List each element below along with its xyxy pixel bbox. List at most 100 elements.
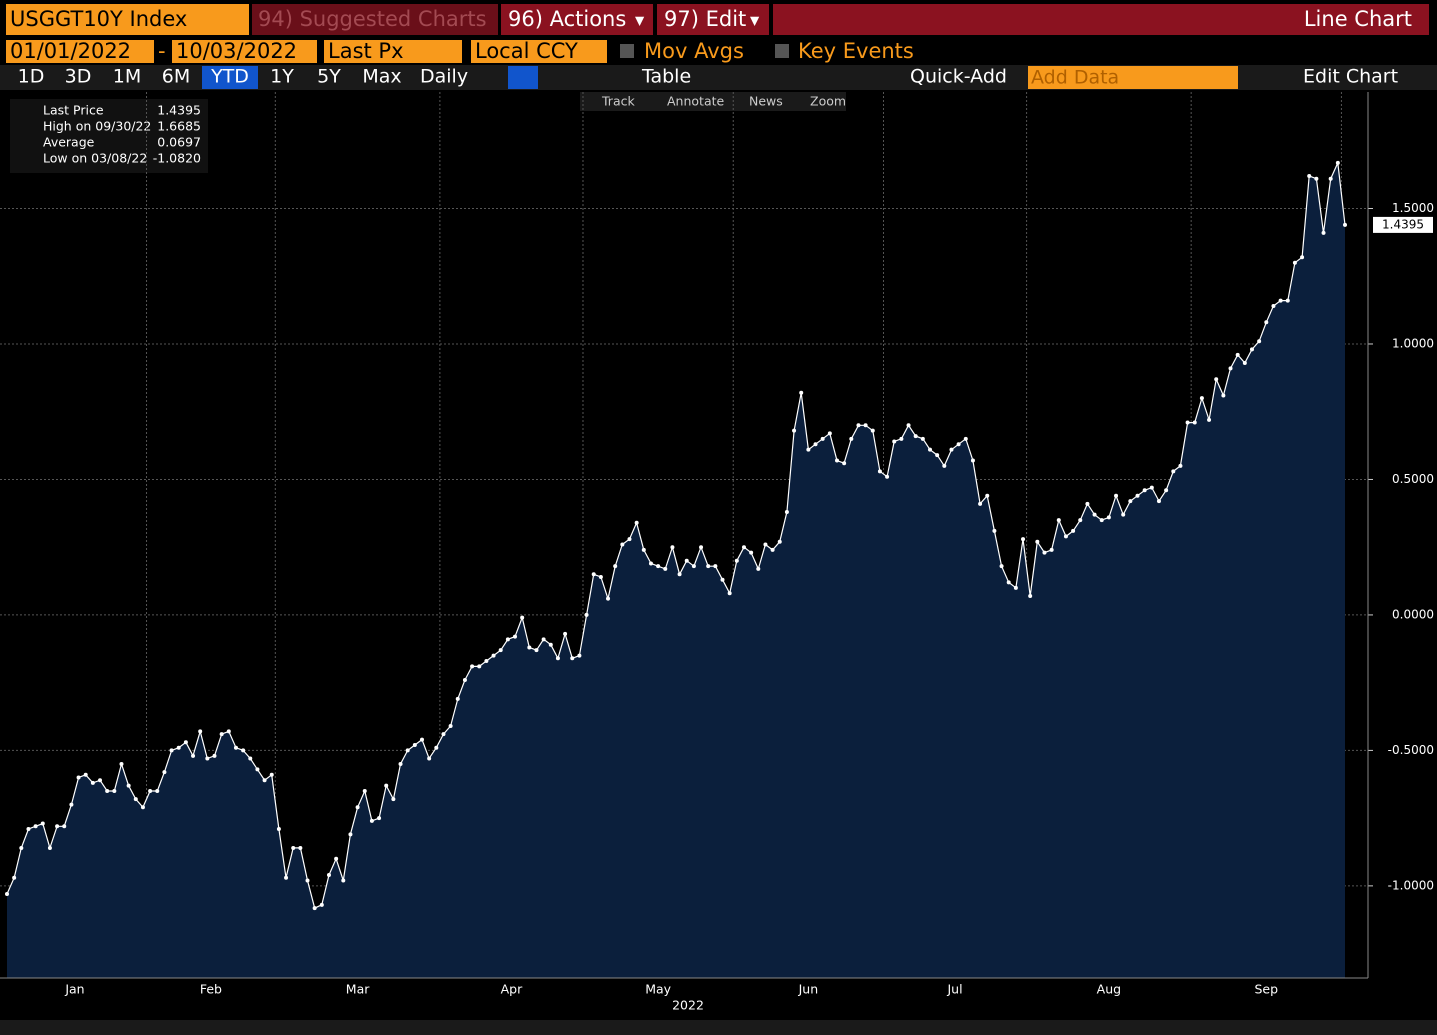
marker bbox=[606, 596, 611, 601]
marker bbox=[1192, 420, 1197, 425]
checkbox[interactable] bbox=[775, 44, 789, 58]
marker bbox=[1013, 585, 1018, 590]
marker bbox=[1135, 493, 1140, 498]
marker bbox=[577, 653, 582, 658]
marker bbox=[892, 439, 897, 444]
actions-button[interactable] bbox=[501, 4, 653, 35]
marker bbox=[19, 845, 24, 850]
marker bbox=[834, 458, 839, 463]
date-to[interactable] bbox=[172, 40, 317, 63]
marker bbox=[62, 824, 67, 829]
marker bbox=[1343, 222, 1347, 227]
marker bbox=[148, 789, 153, 794]
marker bbox=[319, 902, 324, 907]
marker bbox=[949, 447, 954, 452]
add-data-box[interactable] bbox=[1028, 66, 1238, 89]
range-button[interactable]: 1M bbox=[113, 66, 141, 88]
marker bbox=[1214, 377, 1219, 382]
edit-chart[interactable]: Edit Chart bbox=[1303, 66, 1398, 88]
marker bbox=[799, 390, 804, 395]
last-price-tag bbox=[1373, 216, 1433, 233]
marker bbox=[477, 664, 482, 669]
marker bbox=[627, 537, 632, 542]
marker bbox=[191, 753, 196, 758]
line-icon[interactable] bbox=[508, 66, 538, 89]
range-button[interactable]: 1Y bbox=[270, 66, 294, 88]
x-tick-label: Jan bbox=[64, 982, 84, 997]
table[interactable]: Table bbox=[641, 66, 691, 88]
tool[interactable]: Annotate bbox=[667, 94, 725, 109]
marker bbox=[12, 875, 17, 880]
suggested-button[interactable] bbox=[252, 4, 498, 35]
marker bbox=[233, 745, 238, 750]
marker bbox=[555, 656, 560, 661]
marker bbox=[1021, 537, 1026, 542]
marker bbox=[534, 648, 539, 653]
marker bbox=[369, 818, 374, 823]
marker bbox=[634, 520, 639, 525]
marker bbox=[670, 545, 675, 550]
tool[interactable]: News bbox=[749, 94, 783, 109]
marker bbox=[219, 732, 224, 737]
checkbox[interactable] bbox=[620, 44, 634, 58]
legend-value: 1.6685 bbox=[157, 119, 201, 134]
actions-label: 96) Actions bbox=[508, 7, 626, 31]
marker bbox=[1106, 515, 1111, 520]
marker bbox=[1335, 160, 1340, 165]
y-tick-label: 1.0000 bbox=[1392, 336, 1434, 350]
marker bbox=[448, 724, 453, 729]
marker bbox=[505, 637, 510, 642]
marker bbox=[985, 493, 990, 498]
marker bbox=[648, 561, 653, 566]
legend-value: 0.0697 bbox=[157, 135, 201, 150]
marker bbox=[484, 658, 489, 663]
marker bbox=[126, 783, 131, 788]
range-button[interactable]: 5Y bbox=[317, 66, 341, 88]
marker bbox=[727, 591, 732, 596]
marker bbox=[684, 558, 689, 563]
last-price-label: 1.4395 bbox=[1382, 217, 1424, 231]
marker bbox=[1207, 417, 1212, 422]
field-box[interactable] bbox=[324, 40, 462, 63]
marker bbox=[1249, 347, 1254, 352]
marker bbox=[419, 737, 424, 742]
range-button[interactable]: 3D bbox=[65, 66, 92, 88]
marker bbox=[613, 564, 618, 569]
tool[interactable]: Zoom bbox=[810, 94, 846, 109]
marker bbox=[76, 775, 81, 780]
suggested-label: 94) Suggested Charts bbox=[258, 7, 487, 31]
quick-add[interactable]: Quick-Add bbox=[910, 66, 1007, 88]
add-data: Add Data bbox=[1031, 67, 1119, 89]
marker bbox=[1071, 528, 1076, 533]
marker bbox=[1092, 512, 1097, 517]
y-tick-label: -1.0000 bbox=[1388, 878, 1434, 892]
range-button[interactable]: YTD bbox=[210, 66, 249, 88]
currency-box[interactable] bbox=[471, 40, 607, 63]
y-tick-label: 0.5000 bbox=[1392, 472, 1434, 486]
marker bbox=[1285, 298, 1290, 303]
marker bbox=[355, 805, 360, 810]
dropdown-arrow: ▼ bbox=[750, 14, 760, 28]
range-button[interactable]: Max bbox=[362, 66, 401, 88]
marker bbox=[820, 436, 825, 441]
marker bbox=[1314, 176, 1319, 181]
marker bbox=[498, 648, 503, 653]
period[interactable]: Daily bbox=[420, 66, 468, 88]
marker bbox=[1164, 488, 1169, 493]
marker bbox=[691, 564, 696, 569]
tool[interactable]: Track bbox=[601, 94, 635, 109]
marker bbox=[956, 442, 961, 447]
date-from[interactable] bbox=[6, 40, 154, 63]
range-button[interactable]: 6M bbox=[162, 66, 190, 88]
edit-button[interactable] bbox=[657, 4, 769, 35]
marker bbox=[706, 564, 711, 569]
range-button[interactable]: 1D bbox=[18, 66, 45, 88]
marker bbox=[842, 461, 847, 466]
marker bbox=[434, 745, 439, 750]
marker bbox=[1199, 396, 1204, 401]
x-tick-label: Feb bbox=[200, 982, 222, 997]
marker bbox=[119, 761, 124, 766]
marker bbox=[269, 772, 274, 777]
ticker-box[interactable] bbox=[6, 4, 249, 35]
